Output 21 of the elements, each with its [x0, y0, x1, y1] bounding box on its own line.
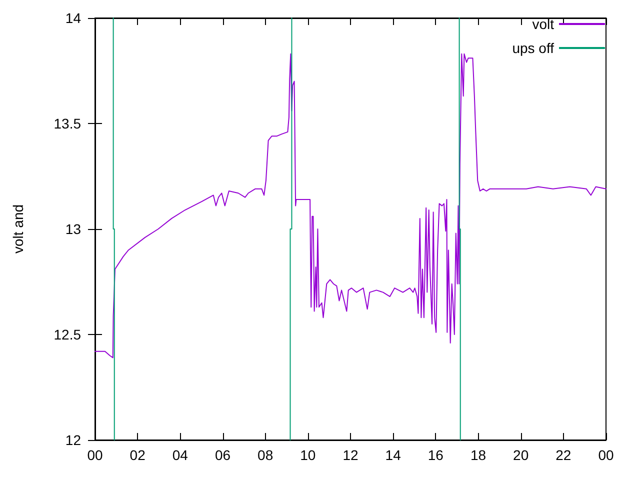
x-tick-label: 16: [428, 447, 444, 463]
y-tick-label: 12: [65, 432, 82, 448]
x-tick-label: 10: [300, 447, 316, 463]
x-tick-label: 00: [87, 447, 103, 463]
x-tick-label: 22: [556, 447, 572, 463]
legend-label: volt: [532, 16, 554, 32]
y-tick-label: 13.5: [54, 116, 82, 132]
x-tick-label: 14: [385, 447, 402, 463]
y-axis-title: volt and: [10, 204, 26, 254]
x-tick-label: 18: [470, 447, 486, 463]
x-tick-label: 00: [598, 447, 614, 463]
x-tick-label: 06: [214, 447, 231, 463]
x-tick-label: 04: [172, 447, 188, 463]
legend-label: ups off: [512, 40, 554, 56]
y-tick-label: 13: [65, 221, 82, 237]
y-tick-label: 12.5: [54, 326, 82, 342]
x-tick-label: 08: [258, 447, 274, 463]
x-tick-label: 12: [342, 447, 358, 463]
y-tick-label: 14: [65, 10, 82, 26]
x-tick-label: 20: [513, 447, 529, 463]
x-tick-label: 02: [130, 447, 146, 463]
